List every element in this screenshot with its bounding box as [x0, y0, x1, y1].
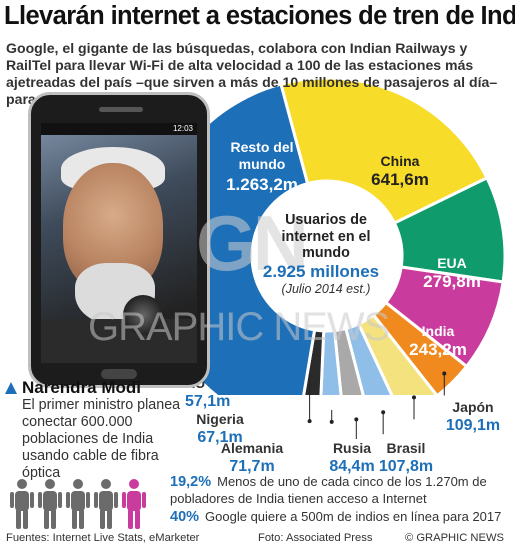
stat-pct: 40%: [170, 509, 200, 525]
slice-label-jap-n: Japón: [452, 399, 493, 415]
stat-pct: 19,2%: [170, 474, 212, 490]
slice-label-rusia: Rusia: [333, 440, 371, 456]
slice-value-nigeria: 67,1m: [197, 429, 242, 446]
stat-google-goal: 40% Google quiere a 500m de indios en lín…: [170, 509, 510, 526]
person-icon: [10, 479, 34, 529]
slice-value-eua: 279,8m: [423, 272, 481, 291]
triangle-icon: [5, 382, 17, 394]
phone-status-bar: 12:03: [41, 123, 197, 135]
stat-internet-access: 19,2% Menos de uno de cada cinco de los 1…: [170, 474, 510, 506]
leader-dot-brasil: [411, 395, 416, 400]
modi-description: El primer ministro planea conectar 600.0…: [22, 397, 181, 481]
leader-dot-jap-n: [442, 371, 447, 376]
chart-note: (Julio 2014 est.): [281, 281, 371, 296]
slice-value-china: 641,6m: [371, 170, 429, 189]
chart-title: Usuarios de internet en el mundo: [281, 212, 371, 261]
footer-credit: © GRAPHIC NEWS: [405, 532, 504, 544]
stat-text: Menos de uno de cada cinco de los 1.270m…: [170, 474, 487, 506]
phone-screen-photo: 12:03: [41, 123, 197, 363]
leader-dot-ru: [307, 419, 312, 424]
slice-value-ru: 57,1m: [185, 393, 230, 410]
phone-illustration: 12:03: [28, 92, 210, 388]
slice-label-alemania: Alemania: [221, 440, 283, 456]
page-title: Llevarán internet a estaciones de tren d…: [4, 2, 515, 30]
slice-label-china: China: [381, 153, 420, 169]
slice-value-resto-del-mundo: 1.263,2m: [226, 175, 298, 194]
modi-name: Narendra Modi: [22, 378, 142, 397]
watermark-text: GRAPHIC NEWS: [88, 305, 390, 349]
slice-china: [279, 76, 489, 226]
phone-home-button: [101, 369, 137, 379]
donut-center: [254, 183, 400, 329]
slice-value-jap-n: 109,1m: [446, 417, 500, 434]
slice-label-resto-del-mundo-2: mundo: [239, 156, 286, 172]
slice-value-alemania: 71,7m: [229, 458, 274, 475]
person-icon: [94, 479, 118, 529]
photo-body: [41, 319, 197, 363]
leader-dot-rusia: [381, 410, 386, 415]
slice-label-india: India: [422, 323, 455, 339]
photo-microphone: [123, 295, 163, 335]
footer-sources: Fuentes: Internet Live Stats, eMarketer: [6, 532, 200, 544]
chart-center: Usuarios de internet en el mundo 2.925 m…: [260, 212, 392, 296]
leader-dot-alemania: [354, 417, 359, 422]
phone-speaker: [99, 107, 143, 112]
watermark-logo: GN: [196, 199, 309, 287]
person-icon: [66, 479, 90, 529]
chart-total: 2.925 millones: [262, 261, 380, 281]
slice-label-nigeria: Nigeria: [196, 411, 244, 427]
phone-clock: 12:03: [172, 124, 193, 133]
slice-label-brasil: Brasil: [387, 440, 426, 456]
person-icon-highlighted: [122, 479, 146, 529]
slice-label-eua: EUA: [437, 255, 467, 271]
slice-value-rusia: 84,4m: [329, 458, 374, 475]
slice-value-brasil: 107,8m: [379, 458, 433, 475]
leader-dot-nigeria: [329, 419, 334, 424]
person-icon: [38, 479, 62, 529]
footer-photo: Foto: Associated Press: [258, 532, 373, 544]
slice-label-resto-del-mundo: Resto del: [230, 139, 293, 155]
people-icons: [10, 479, 146, 529]
stat-text: Google quiere a 500m de indios en línea …: [205, 509, 502, 524]
slice-value-india: 243,2m: [409, 340, 467, 359]
